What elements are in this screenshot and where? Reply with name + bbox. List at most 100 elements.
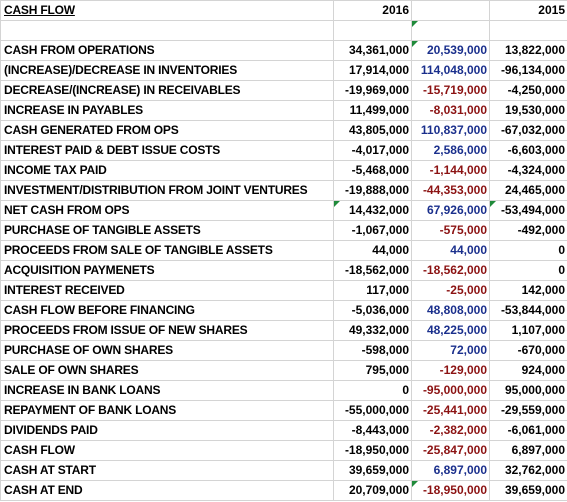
value-2016[interactable]: -4,017,000: [333, 140, 412, 161]
value-2016[interactable]: 39,659,000: [333, 460, 412, 481]
value-2016[interactable]: 11,499,000: [333, 100, 412, 121]
value-2016[interactable]: -55,000,000: [333, 400, 412, 421]
value-2016[interactable]: -19,888,000: [333, 180, 412, 201]
value-2016[interactable]: 44,000: [333, 240, 412, 261]
row-label[interactable]: CASH FROM OPERATIONS: [0, 40, 334, 61]
value-change[interactable]: 48,808,000: [411, 300, 490, 321]
row-label[interactable]: CASH FLOW BEFORE FINANCING: [0, 300, 334, 321]
value-2016[interactable]: -18,562,000: [333, 260, 412, 281]
value-change[interactable]: -8,031,000: [411, 100, 490, 121]
row-label[interactable]: PURCHASE OF OWN SHARES: [0, 340, 334, 361]
value-2016[interactable]: 20,709,000: [333, 480, 412, 501]
value-change[interactable]: 48,225,000: [411, 320, 490, 341]
value-change[interactable]: -2,382,000: [411, 420, 490, 441]
value-2015[interactable]: 13,822,000: [489, 40, 567, 61]
row-label[interactable]: INTEREST RECEIVED: [0, 280, 334, 301]
row-label[interactable]: INCOME TAX PAID: [0, 160, 334, 181]
value-change[interactable]: 67,926,000: [411, 200, 490, 221]
row-label[interactable]: CASH AT END: [0, 480, 334, 501]
value-change[interactable]: 44,000: [411, 240, 490, 261]
value-2015[interactable]: 1,107,000: [489, 320, 567, 341]
value-2016[interactable]: -1,067,000: [333, 220, 412, 241]
value-2015[interactable]: -670,000: [489, 340, 567, 361]
value-change[interactable]: -25,441,000: [411, 400, 490, 421]
blank-cell[interactable]: [333, 20, 412, 41]
row-label[interactable]: PURCHASE OF TANGIBLE ASSETS: [0, 220, 334, 241]
value-2016[interactable]: -18,950,000: [333, 440, 412, 461]
value-2015[interactable]: -67,032,000: [489, 120, 567, 141]
value-2015[interactable]: -6,603,000: [489, 140, 567, 161]
row-label[interactable]: (INCREASE)/DECREASE IN INVENTORIES: [0, 60, 334, 81]
value-2016[interactable]: 117,000: [333, 280, 412, 301]
value-2015[interactable]: 924,000: [489, 360, 567, 381]
value-2015[interactable]: -492,000: [489, 220, 567, 241]
row-label[interactable]: ACQUISITION PAYMENETS: [0, 260, 334, 281]
blank-cell[interactable]: [0, 20, 334, 41]
value-2016[interactable]: -8,443,000: [333, 420, 412, 441]
value-2016[interactable]: -5,468,000: [333, 160, 412, 181]
value-2015[interactable]: 39,659,000: [489, 480, 567, 501]
value-2016[interactable]: 17,914,000: [333, 60, 412, 81]
value-2016[interactable]: 34,361,000: [333, 40, 412, 61]
value-2015[interactable]: 0: [489, 260, 567, 281]
value-2015[interactable]: -4,324,000: [489, 160, 567, 181]
value-change[interactable]: 2,586,000: [411, 140, 490, 161]
row-label[interactable]: INVESTMENT/DISTRIBUTION FROM JOINT VENTU…: [0, 180, 334, 201]
value-2016[interactable]: -598,000: [333, 340, 412, 361]
value-2016[interactable]: 49,332,000: [333, 320, 412, 341]
row-label[interactable]: DECREASE/(INCREASE) IN RECEIVABLES: [0, 80, 334, 101]
value-change[interactable]: -15,719,000: [411, 80, 490, 101]
row-label[interactable]: INCREASE IN BANK LOANS: [0, 380, 334, 401]
row-label[interactable]: INCREASE IN PAYABLES: [0, 100, 334, 121]
row-label[interactable]: NET CASH FROM OPS: [0, 200, 334, 221]
value-2015[interactable]: -53,844,000: [489, 300, 567, 321]
value-2015[interactable]: 19,530,000: [489, 100, 567, 121]
value-change[interactable]: -18,562,000: [411, 260, 490, 281]
value-change[interactable]: 6,897,000: [411, 460, 490, 481]
header-2015-cell[interactable]: 2015: [489, 0, 567, 21]
value-2016[interactable]: 0: [333, 380, 412, 401]
row-label[interactable]: CASH AT START: [0, 460, 334, 481]
value-change[interactable]: -575,000: [411, 220, 490, 241]
value-2016[interactable]: 43,805,000: [333, 120, 412, 141]
value-2015[interactable]: -29,559,000: [489, 400, 567, 421]
value-2015[interactable]: -53,494,000: [489, 200, 567, 221]
value-change[interactable]: -1,144,000: [411, 160, 490, 181]
row-label[interactable]: CASH FLOW: [0, 440, 334, 461]
value-2016[interactable]: -5,036,000: [333, 300, 412, 321]
value-2015[interactable]: -6,061,000: [489, 420, 567, 441]
row-label[interactable]: PROCEEDS FROM SALE OF TANGIBLE ASSETS: [0, 240, 334, 261]
value-change[interactable]: -18,950,000: [411, 480, 490, 501]
header-2016-cell[interactable]: 2016: [333, 0, 412, 21]
row-label[interactable]: PROCEEDS FROM ISSUE OF NEW SHARES: [0, 320, 334, 341]
value-change[interactable]: 20,539,000: [411, 40, 490, 61]
blank-cell[interactable]: [489, 20, 567, 41]
value-change[interactable]: -25,000: [411, 280, 490, 301]
blank-cell[interactable]: [411, 20, 490, 41]
value-2015[interactable]: 24,465,000: [489, 180, 567, 201]
value-2016[interactable]: 14,432,000: [333, 200, 412, 221]
row-label[interactable]: DIVIDENDS PAID: [0, 420, 334, 441]
row-label[interactable]: INTEREST PAID & DEBT ISSUE COSTS: [0, 140, 334, 161]
value-change[interactable]: -25,847,000: [411, 440, 490, 461]
value-change[interactable]: 114,048,000: [411, 60, 490, 81]
value-2015[interactable]: 95,000,000: [489, 380, 567, 401]
value-2015[interactable]: 0: [489, 240, 567, 261]
value-2015[interactable]: 32,762,000: [489, 460, 567, 481]
value-2015[interactable]: -96,134,000: [489, 60, 567, 81]
row-label[interactable]: REPAYMENT OF BANK LOANS: [0, 400, 334, 421]
value-change[interactable]: -129,000: [411, 360, 490, 381]
header-mid-cell[interactable]: [411, 0, 490, 21]
value-change[interactable]: 72,000: [411, 340, 490, 361]
value-2015[interactable]: 6,897,000: [489, 440, 567, 461]
value-change[interactable]: -95,000,000: [411, 380, 490, 401]
value-2015[interactable]: 142,000: [489, 280, 567, 301]
title-cell[interactable]: CASH FLOW: [0, 0, 334, 21]
value-2015[interactable]: -4,250,000: [489, 80, 567, 101]
value-2016[interactable]: 795,000: [333, 360, 412, 381]
value-change[interactable]: 110,837,000: [411, 120, 490, 141]
row-label[interactable]: SALE OF OWN SHARES: [0, 360, 334, 381]
value-2016[interactable]: -19,969,000: [333, 80, 412, 101]
row-label[interactable]: CASH GENERATED FROM OPS: [0, 120, 334, 141]
value-change[interactable]: -44,353,000: [411, 180, 490, 201]
